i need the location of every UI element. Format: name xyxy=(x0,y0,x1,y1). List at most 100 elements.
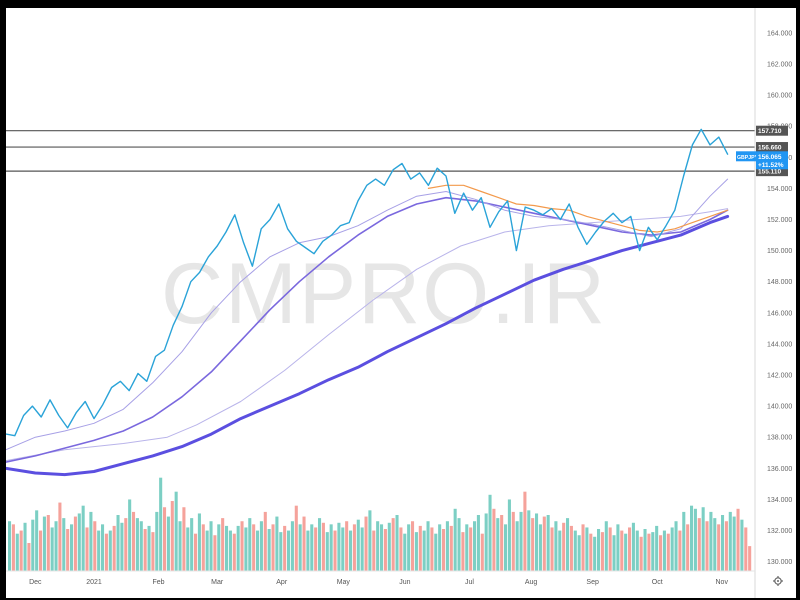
volume-bar xyxy=(666,533,670,571)
volume-bar xyxy=(81,505,85,571)
volume-bar xyxy=(128,499,132,571)
volume-bar xyxy=(213,535,217,571)
volume-bar xyxy=(697,518,701,571)
volume-bar xyxy=(19,530,23,571)
volume-bar xyxy=(399,527,403,571)
gear-icon[interactable] xyxy=(773,576,783,586)
y-tick-label: 140.000 xyxy=(767,404,792,411)
volume-bar xyxy=(244,527,248,571)
time-axis[interactable]: Dec 2021 Feb Mar Apr May Jun Jul Aug Sep Oct Nov xyxy=(29,579,728,586)
volume-bar xyxy=(190,518,194,571)
volume-bar xyxy=(8,521,12,571)
volume-bar xyxy=(612,535,616,571)
volume-bar xyxy=(631,522,635,571)
volume-bar xyxy=(504,524,508,571)
volume-bar xyxy=(275,516,279,571)
volume-bar xyxy=(465,524,469,571)
volume-bar xyxy=(132,511,136,571)
price-line xyxy=(6,128,729,437)
volume-bar xyxy=(89,511,93,571)
volume-bar xyxy=(569,525,573,571)
volume-bar xyxy=(414,532,418,571)
volume-bar xyxy=(23,522,27,571)
volume-bar xyxy=(333,530,337,571)
y-tick-label: 136.000 xyxy=(767,466,792,473)
x-tick-label: Apr xyxy=(276,579,288,586)
volume-bar xyxy=(178,521,182,571)
volume-bar xyxy=(721,515,725,571)
volume-bar xyxy=(620,530,624,571)
volume-bar xyxy=(372,530,376,571)
volume-bar xyxy=(573,530,577,571)
moving-average-line xyxy=(427,184,729,233)
volume-bar xyxy=(682,511,686,571)
volume-bar xyxy=(690,505,694,571)
volume-bar xyxy=(314,527,318,571)
volume-bar xyxy=(546,515,550,571)
volume-bar xyxy=(46,515,50,571)
volume-bar xyxy=(97,530,101,571)
price-chart[interactable]: CMPRO.IR 164.000162.000160.000158.000156… xyxy=(6,8,796,598)
axis-tags: 157.710 156.660 155.110 GBPJPY 156.065+11.52… xyxy=(736,125,788,177)
volume-bar xyxy=(647,533,651,571)
volume-bar xyxy=(101,524,105,571)
volume-bar xyxy=(263,511,267,571)
volume-bar xyxy=(310,524,314,571)
volume-bar xyxy=(608,527,612,571)
volume-bar xyxy=(279,532,283,571)
y-tick-label: 164.000 xyxy=(767,30,792,37)
volume-bar xyxy=(352,524,356,571)
volume-bar xyxy=(550,527,554,571)
volume-bar xyxy=(422,530,426,571)
y-tick-label: 134.000 xyxy=(767,497,792,504)
y-tick-label: 162.000 xyxy=(767,61,792,68)
volume-bar xyxy=(511,511,515,571)
volume-bar xyxy=(50,527,54,571)
volume-bar xyxy=(329,524,333,571)
volume-bar xyxy=(35,510,39,571)
y-tick-label: 150.000 xyxy=(767,248,792,255)
x-tick-label: Sep xyxy=(586,579,599,586)
volume-bar xyxy=(228,530,232,571)
volume-bar xyxy=(240,521,244,571)
volume-bar xyxy=(407,524,411,571)
volume-bar xyxy=(670,527,674,571)
moving-average-line xyxy=(6,178,729,451)
volume-bar xyxy=(290,521,294,571)
volume-bar xyxy=(519,511,523,571)
volume-bar xyxy=(368,510,372,571)
volume-bar xyxy=(201,524,205,571)
volume-bar xyxy=(143,529,147,571)
level-tag-label: 157.710 xyxy=(758,128,782,135)
volume-bar xyxy=(744,527,748,571)
volume-bar xyxy=(709,511,713,571)
volume-bar xyxy=(391,518,395,571)
x-tick-label: Jul xyxy=(465,579,474,586)
volume-bar xyxy=(58,502,62,571)
symbol-tag xyxy=(736,151,756,162)
volume-bar xyxy=(11,524,15,571)
y-tick-label: 148.000 xyxy=(767,279,792,286)
volume-bar xyxy=(461,532,465,571)
volume-bar xyxy=(166,516,170,571)
volume-bar xyxy=(287,530,291,571)
volume-bar xyxy=(438,524,442,571)
volume-bar xyxy=(736,508,740,571)
horizontal-levels xyxy=(6,130,755,172)
y-tick-label: 144.000 xyxy=(767,341,792,348)
volume-bar xyxy=(445,521,449,571)
volume-bar xyxy=(306,530,310,571)
volume-bar xyxy=(124,518,128,571)
y-tick-label: 152.000 xyxy=(767,217,792,224)
volume-bar xyxy=(197,513,201,571)
price-tag-change: +11.52% xyxy=(758,162,784,169)
volume-bar xyxy=(139,521,143,571)
volume-bar xyxy=(147,525,151,571)
x-tick-label: Jun xyxy=(399,579,410,586)
volume-bar xyxy=(163,507,167,571)
volume-bar xyxy=(294,505,298,571)
volume-bar xyxy=(66,529,70,571)
volume-bar xyxy=(662,530,666,571)
volume-bar xyxy=(442,529,446,571)
volume-bar xyxy=(686,524,690,571)
